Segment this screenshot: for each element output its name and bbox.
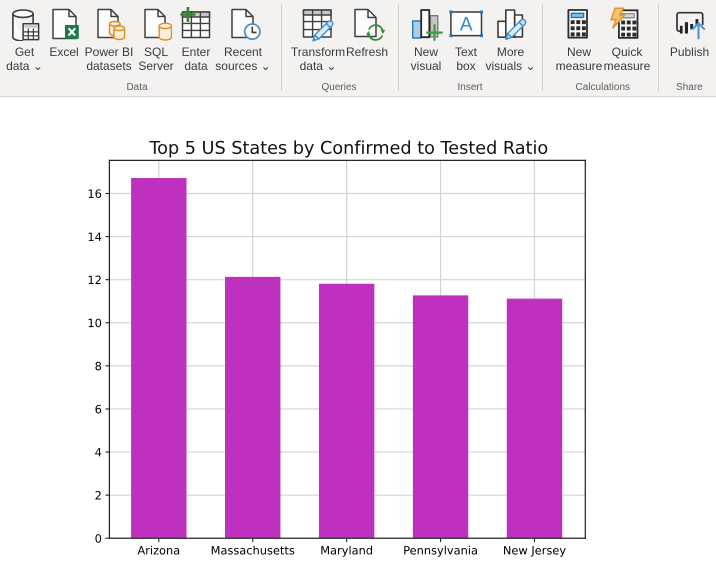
svg-text:A: A bbox=[460, 14, 473, 35]
